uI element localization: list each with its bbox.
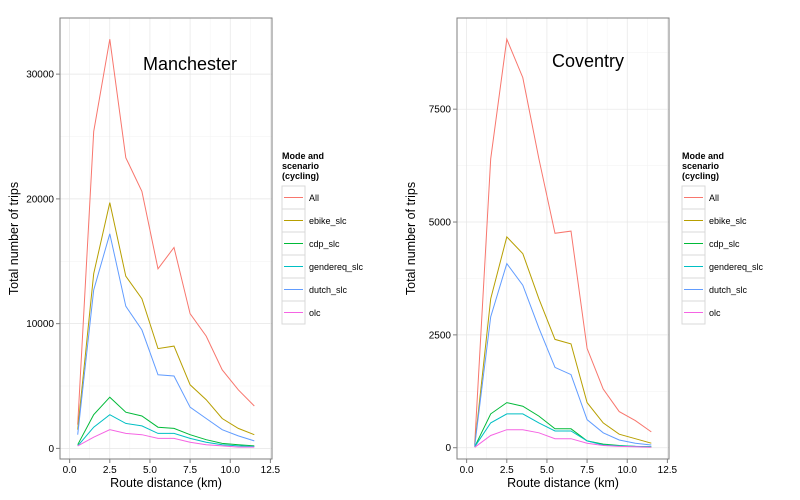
- x-tick-label: 10.0: [618, 465, 638, 476]
- x-tick-label: 5.0: [143, 465, 157, 476]
- series-line-dutch_slc: [77, 233, 255, 442]
- x-tick-label: 10.0: [221, 465, 241, 476]
- legend-title: scenario: [682, 161, 720, 171]
- x-tick-label: 0.0: [63, 465, 77, 476]
- y-tick-label: 2500: [429, 330, 452, 341]
- legend-label: cdp_slc: [709, 239, 740, 249]
- y-tick-label: 30000: [26, 70, 54, 81]
- legend-label: All: [309, 193, 319, 203]
- series-line-gendereq_slc: [77, 414, 255, 447]
- legend-label: olc: [309, 308, 321, 318]
- y-axis-title: Total number of trips: [7, 182, 21, 295]
- y-tick-label: 20000: [26, 194, 54, 205]
- series-line-dutch_slc: [474, 262, 652, 446]
- y-tick-label: 5000: [429, 218, 452, 229]
- series-line-ebike_slc: [474, 235, 652, 446]
- y-tick-label: 10000: [26, 319, 54, 330]
- y-tick-label: 7500: [429, 105, 452, 116]
- x-axis-title: Route distance (km): [110, 476, 222, 490]
- series-line-ebike_slc: [77, 202, 255, 436]
- y-tick-label: 0: [445, 443, 451, 454]
- legend-label: dutch_slc: [709, 285, 748, 295]
- legend-label: olc: [709, 308, 721, 318]
- plot-background: [60, 18, 272, 459]
- x-tick-label: 12.5: [261, 465, 281, 476]
- panel-title: Manchester: [143, 54, 237, 74]
- legend-title: Mode and: [682, 151, 724, 161]
- plot-background: [457, 18, 669, 459]
- panel-title: Coventry: [552, 51, 624, 71]
- legend-label: All: [709, 193, 719, 203]
- plot-border: [456, 17, 670, 460]
- legend-label: cdp_slc: [309, 239, 340, 249]
- legend-title: (cycling): [682, 171, 719, 181]
- manchester-chart-panel: 0.0 2.5 5.0 7.5 10.0 12.5 0 10000 20000 30000 Rout…: [7, 17, 364, 490]
- x-tick-label: 2.5: [103, 465, 117, 476]
- coventry-chart-panel: 0.0 2.5 5.0 7.5 10.0 12.5 0 2500 5000 7500 Route d…: [404, 17, 764, 490]
- series-line-All: [77, 39, 255, 425]
- legend-label: ebike_slc: [309, 216, 347, 226]
- y-axis-title: Total number of trips: [404, 182, 418, 295]
- legend-label: ebike_slc: [709, 216, 747, 226]
- series-line-olc: [474, 429, 652, 448]
- x-tick-label: 7.5: [183, 465, 197, 476]
- x-axis-title: Route distance (km): [507, 476, 619, 490]
- legend-title: Mode and: [282, 151, 324, 161]
- x-tick-label: 0.0: [460, 465, 474, 476]
- series-line-olc: [77, 429, 255, 448]
- plot-border: [59, 17, 273, 460]
- legend-title: (cycling): [282, 171, 319, 181]
- x-tick-label: 12.5: [658, 465, 678, 476]
- legend-label: gendereq_slc: [309, 262, 364, 272]
- legend-label: dutch_slc: [309, 285, 348, 295]
- x-tick-label: 5.0: [540, 465, 554, 476]
- x-tick-label: 2.5: [500, 465, 514, 476]
- x-tick-label: 7.5: [580, 465, 594, 476]
- series-line-cdp_slc: [77, 396, 255, 447]
- legend-label: gendereq_slc: [709, 262, 764, 272]
- series-line-All: [474, 37, 652, 445]
- y-tick-label: 0: [48, 444, 54, 455]
- legend-title: scenario: [282, 161, 320, 171]
